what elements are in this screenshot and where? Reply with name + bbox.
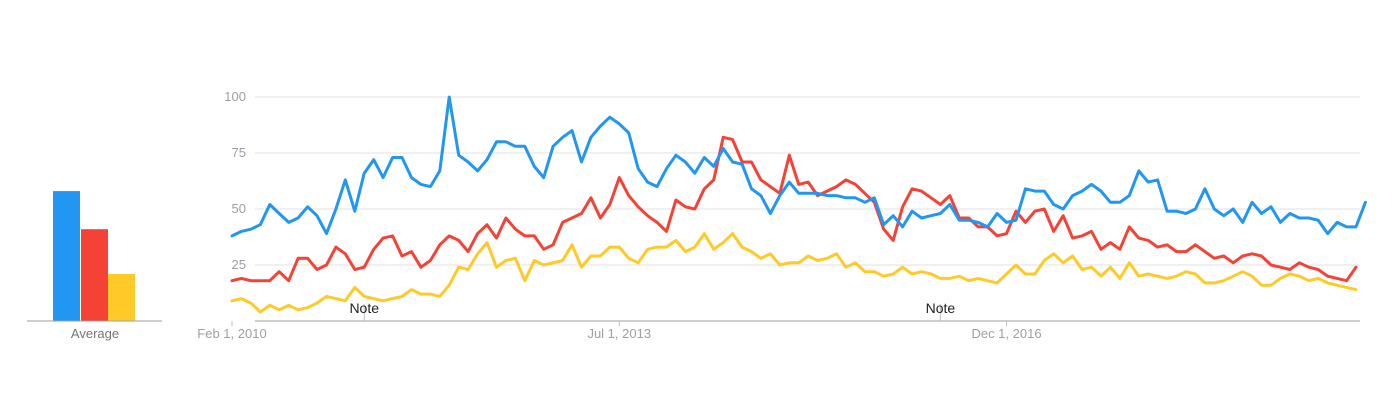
y-axis: 25 50 75 100 xyxy=(224,89,246,272)
average-bar-0[interactable] xyxy=(53,191,80,321)
average-label: Average xyxy=(71,326,119,341)
line-plot: 25 50 75 100 Feb 1, 2010 Jul 1, 2013 Dec 1, 2… xyxy=(197,89,1367,341)
x-axis: Feb 1, 2010 Jul 1, 2013 Dec 1, 2016 xyxy=(197,321,1042,341)
y-tick-label: 75 xyxy=(232,145,246,160)
y-tick-label: 50 xyxy=(232,201,246,216)
y-tick-label: 100 xyxy=(224,89,246,104)
note-label[interactable]: Note xyxy=(349,300,379,316)
note-label[interactable]: Note xyxy=(926,300,956,316)
average-bar-1[interactable] xyxy=(81,229,108,321)
y-tick-label: 25 xyxy=(232,257,246,272)
series-line-2[interactable] xyxy=(230,232,1358,314)
x-tick-label: Feb 1, 2010 xyxy=(197,326,266,341)
average-bars xyxy=(53,191,135,321)
gridlines xyxy=(255,96,1360,266)
notes: Note Note xyxy=(349,300,955,321)
average-bar-2[interactable] xyxy=(108,274,135,321)
x-tick-label: Jul 1, 2013 xyxy=(587,326,651,341)
average-panel: Average xyxy=(27,191,162,341)
series-lines xyxy=(230,95,1367,314)
x-tick-label: Dec 1, 2016 xyxy=(971,326,1041,341)
series-line-1[interactable] xyxy=(230,135,1358,283)
series-line-0[interactable] xyxy=(230,95,1367,238)
